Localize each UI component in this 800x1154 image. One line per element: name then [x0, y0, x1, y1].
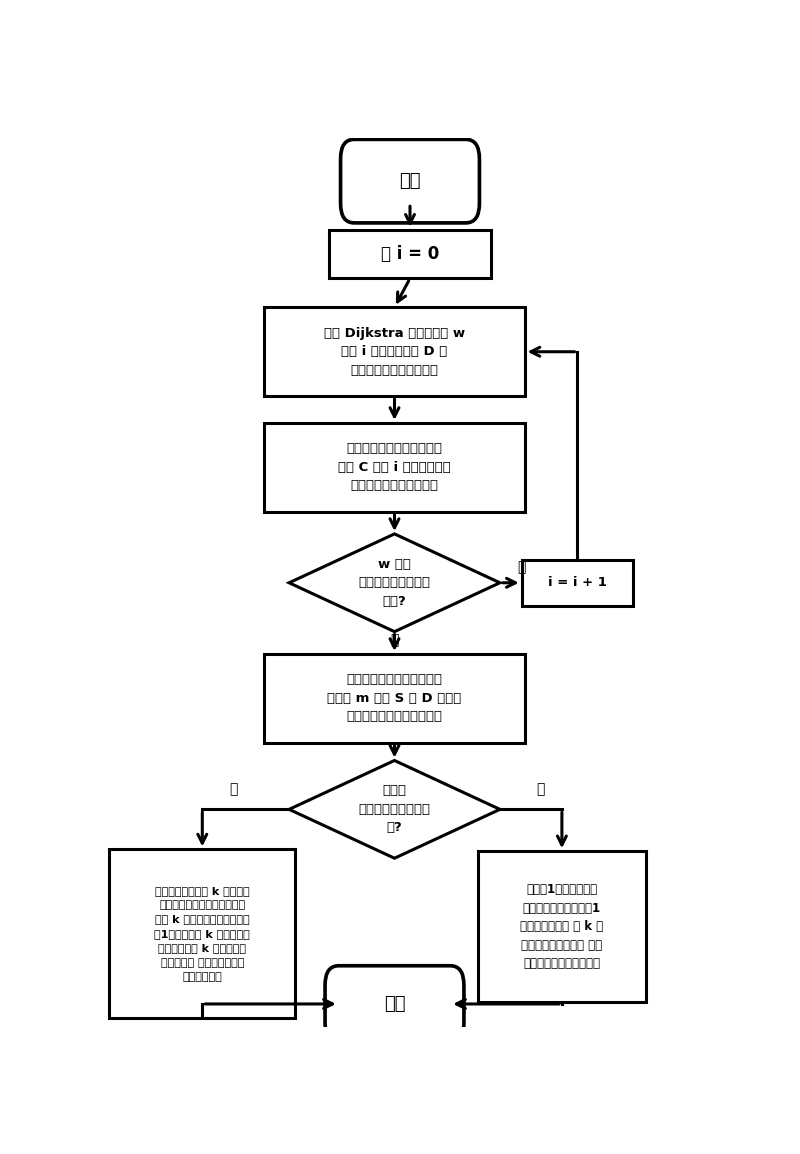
Polygon shape [289, 534, 500, 631]
FancyBboxPatch shape [110, 849, 295, 1018]
FancyBboxPatch shape [264, 422, 525, 511]
Text: 从网络拓扑图中删除该代价
超过 C 的第 i 个分量的节点
以及通往这些节点的链路: 从网络拓扑图中删除该代价 超过 C 的第 i 个分量的节点 以及通往这些节点的链… [338, 442, 451, 493]
Text: 其中有
符合所有约束的路径
吗?: 其中有 符合所有约束的路径 吗? [358, 785, 430, 834]
Text: 否: 否 [518, 560, 526, 574]
FancyBboxPatch shape [264, 654, 525, 743]
Text: 否: 否 [536, 782, 544, 796]
Text: 结束: 结束 [384, 995, 406, 1013]
Text: 开始: 开始 [399, 172, 421, 190]
Text: 是: 是 [229, 782, 238, 796]
FancyBboxPatch shape [264, 307, 525, 396]
Text: 使用 Dijkstra 算法，根据 w
的第 i 个分量，计算 D 到
其它节点最短路径的代价: 使用 Dijkstra 算法，根据 w 的第 i 个分量，计算 D 到 其它节点… [324, 327, 465, 376]
FancyBboxPatch shape [330, 230, 490, 278]
Text: i = i + 1: i = i + 1 [548, 576, 607, 590]
FancyBboxPatch shape [325, 966, 464, 1042]
FancyBboxPatch shape [478, 852, 646, 1002]
Polygon shape [289, 760, 500, 859]
Text: 令 i = 0: 令 i = 0 [381, 245, 439, 263]
Text: 按递增顺序排列前 k 个符合约
束路径的归一化非线性代价，
不足 k 时，队列中的空位用数
倃1填充。将第 k 个数值作为
有可能成为前 k 条最短完全
路径的: 按递增顺序排列前 k 个符合约 束路径的归一化非线性代价， 不足 k 时，队列中… [154, 885, 250, 982]
Text: 用数倃1填充代价队列
中的所有位置。将数倃1
作为有可能成为 前 k 条
最短完全路径的有效 路径
的归一化非线性代价上限: 用数倃1填充代价队列 中的所有位置。将数倃1 作为有可能成为 前 k 条 最短完… [520, 883, 603, 971]
FancyBboxPatch shape [341, 140, 479, 223]
FancyBboxPatch shape [522, 560, 634, 606]
Text: 计算分别根据单个代价分量
获得的 m 条从 S 到 D 的最短
路径的归一化非线性总代价: 计算分别根据单个代价分量 获得的 m 条从 S 到 D 的最短 路径的归一化非线… [327, 673, 462, 724]
Text: 是: 是 [390, 634, 398, 647]
Text: w 的所
有分量都已经使用过
了吗?: w 的所 有分量都已经使用过 了吗? [358, 557, 430, 608]
